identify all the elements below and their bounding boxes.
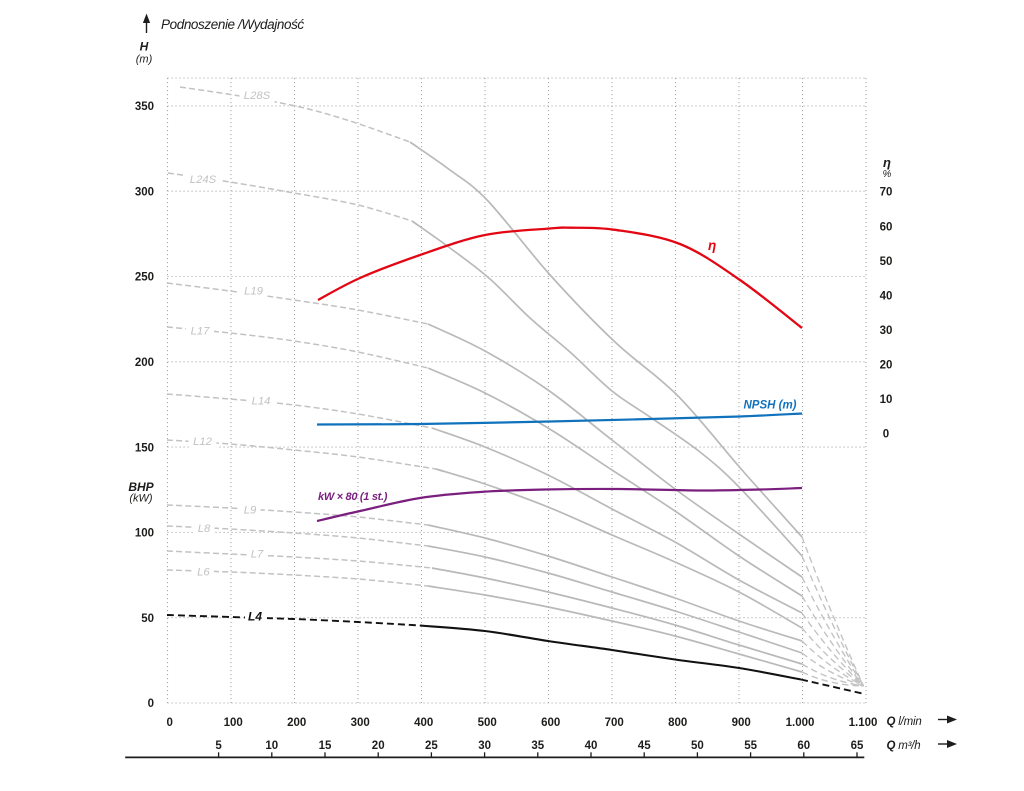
svg-text:100: 100 <box>224 717 243 729</box>
svg-text:50: 50 <box>141 613 154 625</box>
svg-text:60: 60 <box>797 740 810 752</box>
svg-text:900: 900 <box>732 717 751 729</box>
svg-text:L9: L9 <box>244 505 257 517</box>
svg-text:150: 150 <box>135 442 154 454</box>
svg-text:5: 5 <box>215 740 222 752</box>
svg-text:Q l/min: Q l/min <box>887 716 922 728</box>
svg-text:L14: L14 <box>252 395 271 407</box>
svg-text:Q m³/h: Q m³/h <box>887 740 921 752</box>
svg-text:kW × 80 (1 st.): kW × 80 (1 st.) <box>318 491 388 503</box>
svg-text:30: 30 <box>478 740 491 752</box>
svg-text:L28S: L28S <box>244 90 271 102</box>
svg-text:500: 500 <box>478 717 497 729</box>
svg-text:L17: L17 <box>191 326 211 338</box>
svg-text:40: 40 <box>880 290 893 302</box>
svg-text:1.100: 1.100 <box>849 717 878 729</box>
svg-text:NPSH (m): NPSH (m) <box>743 400 796 412</box>
svg-text:0: 0 <box>883 429 889 441</box>
svg-text:0: 0 <box>166 717 172 729</box>
svg-text:70: 70 <box>880 187 893 199</box>
svg-text:20: 20 <box>880 360 893 372</box>
svg-text:L4: L4 <box>248 610 262 624</box>
svg-text:0: 0 <box>148 698 154 710</box>
svg-text:(kW): (kW) <box>129 493 153 505</box>
svg-text:200: 200 <box>287 717 306 729</box>
svg-text:600: 600 <box>541 717 560 729</box>
svg-text:L24S: L24S <box>190 174 217 186</box>
svg-text:1.000: 1.000 <box>786 717 815 729</box>
svg-text:H: H <box>140 40 149 54</box>
svg-text:L19: L19 <box>244 286 264 298</box>
svg-text:Podnoszenie /Wydajność: Podnoszenie /Wydajność <box>161 17 304 32</box>
svg-text:200: 200 <box>135 357 154 369</box>
svg-text:50: 50 <box>691 740 704 752</box>
svg-text:100: 100 <box>135 528 154 540</box>
svg-text:L8: L8 <box>198 523 211 535</box>
svg-text:700: 700 <box>605 717 624 729</box>
svg-text:400: 400 <box>414 717 433 729</box>
svg-text:55: 55 <box>744 740 757 752</box>
svg-text:15: 15 <box>319 740 332 752</box>
svg-text:10: 10 <box>265 740 278 752</box>
svg-text:35: 35 <box>531 740 544 752</box>
svg-text:65: 65 <box>851 740 864 752</box>
svg-text:η: η <box>708 238 716 253</box>
svg-text:25: 25 <box>425 740 438 752</box>
svg-text:%: % <box>883 169 892 180</box>
svg-text:300: 300 <box>135 186 154 198</box>
svg-text:30: 30 <box>880 325 893 337</box>
svg-text:300: 300 <box>351 717 370 729</box>
svg-text:45: 45 <box>638 740 651 752</box>
svg-text:BHP: BHP <box>128 480 154 494</box>
svg-text:60: 60 <box>880 221 893 233</box>
svg-text:50: 50 <box>880 256 893 268</box>
svg-text:η: η <box>883 155 891 170</box>
svg-text:250: 250 <box>135 272 154 284</box>
svg-text:L7: L7 <box>251 549 264 561</box>
svg-text:800: 800 <box>668 717 687 729</box>
svg-text:40: 40 <box>585 740 598 752</box>
svg-text:20: 20 <box>372 740 385 752</box>
svg-text:(m): (m) <box>136 54 153 66</box>
svg-text:350: 350 <box>135 101 154 113</box>
svg-text:10: 10 <box>880 394 893 406</box>
svg-text:L12: L12 <box>193 436 213 448</box>
svg-text:L6: L6 <box>197 567 210 579</box>
